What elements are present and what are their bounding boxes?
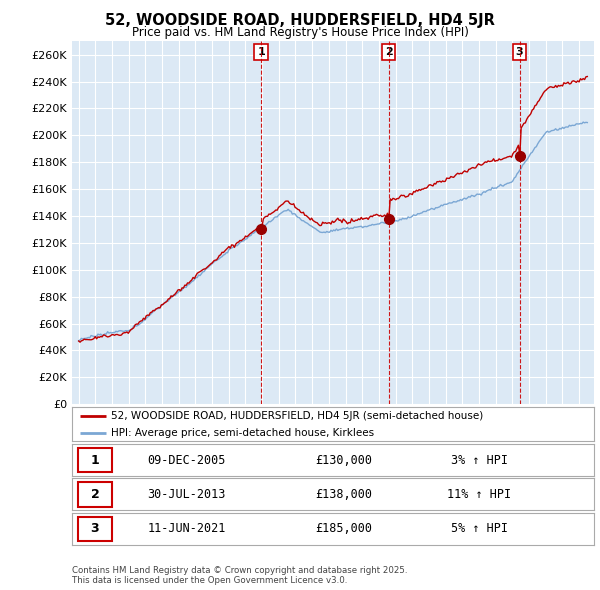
FancyBboxPatch shape xyxy=(78,482,112,507)
Text: £138,000: £138,000 xyxy=(315,488,372,501)
Text: 3: 3 xyxy=(91,522,99,535)
Text: 1: 1 xyxy=(91,454,100,467)
Text: 2: 2 xyxy=(91,488,100,501)
Text: 09-DEC-2005: 09-DEC-2005 xyxy=(148,454,226,467)
Text: HPI: Average price, semi-detached house, Kirklees: HPI: Average price, semi-detached house,… xyxy=(111,428,374,438)
Text: Contains HM Land Registry data © Crown copyright and database right 2025.
This d: Contains HM Land Registry data © Crown c… xyxy=(72,566,407,585)
FancyBboxPatch shape xyxy=(78,516,112,541)
Text: £185,000: £185,000 xyxy=(315,522,372,535)
Text: 52, WOODSIDE ROAD, HUDDERSFIELD, HD4 5JR (semi-detached house): 52, WOODSIDE ROAD, HUDDERSFIELD, HD4 5JR… xyxy=(111,411,484,421)
Text: £130,000: £130,000 xyxy=(315,454,372,467)
Text: 30-JUL-2013: 30-JUL-2013 xyxy=(148,488,226,501)
Text: 3: 3 xyxy=(516,47,523,57)
Text: 11-JUN-2021: 11-JUN-2021 xyxy=(148,522,226,535)
Text: 2: 2 xyxy=(385,47,392,57)
Text: 11% ↑ HPI: 11% ↑ HPI xyxy=(447,488,511,501)
Text: Price paid vs. HM Land Registry's House Price Index (HPI): Price paid vs. HM Land Registry's House … xyxy=(131,26,469,39)
Text: 52, WOODSIDE ROAD, HUDDERSFIELD, HD4 5JR: 52, WOODSIDE ROAD, HUDDERSFIELD, HD4 5JR xyxy=(105,13,495,28)
FancyBboxPatch shape xyxy=(78,448,112,473)
Text: 3% ↑ HPI: 3% ↑ HPI xyxy=(451,454,508,467)
Text: 1: 1 xyxy=(257,47,265,57)
Text: 5% ↑ HPI: 5% ↑ HPI xyxy=(451,522,508,535)
